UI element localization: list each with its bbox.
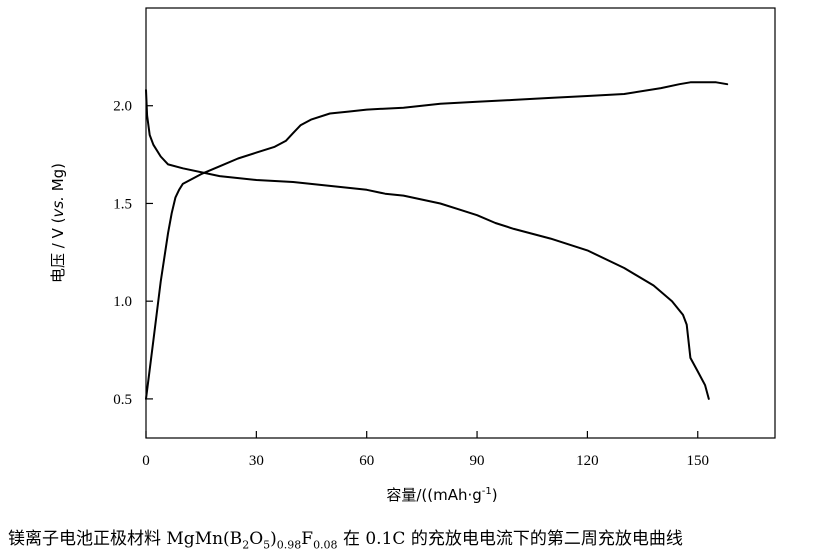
x-ticks: 0 30 60 90 120 150 [142,431,709,469]
y-axis-label: 电压 / V (vs. Mg) [49,163,67,283]
y-ticks: 0.5 1.0 1.5 2.0 [113,99,153,408]
curves [146,82,727,399]
x-tick-label: 60 [359,453,374,469]
x-tick-label: 30 [249,453,264,469]
x-tick-label: 150 [687,453,710,469]
series-line-2 [146,82,727,399]
x-tick-label: 0 [142,453,150,469]
x-tick-label: 120 [576,453,599,469]
x-axis-label: 容量/((mAh·g-1) [386,486,497,504]
y-tick-label: 2.0 [113,99,132,115]
y-tick-label: 1.5 [113,196,132,212]
y-tick-label: 1.0 [113,294,132,310]
figure-caption: 镁离子电池正极材料 MgMn(B2O5)0.98F0.08 在 0.1C 的充放… [8,524,820,551]
chart: 0 30 60 90 120 150 0.5 1.0 1.5 2.0 容量/((mAh·g-1)… [0,0,826,520]
plot-frame [146,8,775,438]
x-tick-label: 90 [470,453,485,469]
y-tick-label: 0.5 [113,392,132,408]
series-line-1 [146,90,709,399]
